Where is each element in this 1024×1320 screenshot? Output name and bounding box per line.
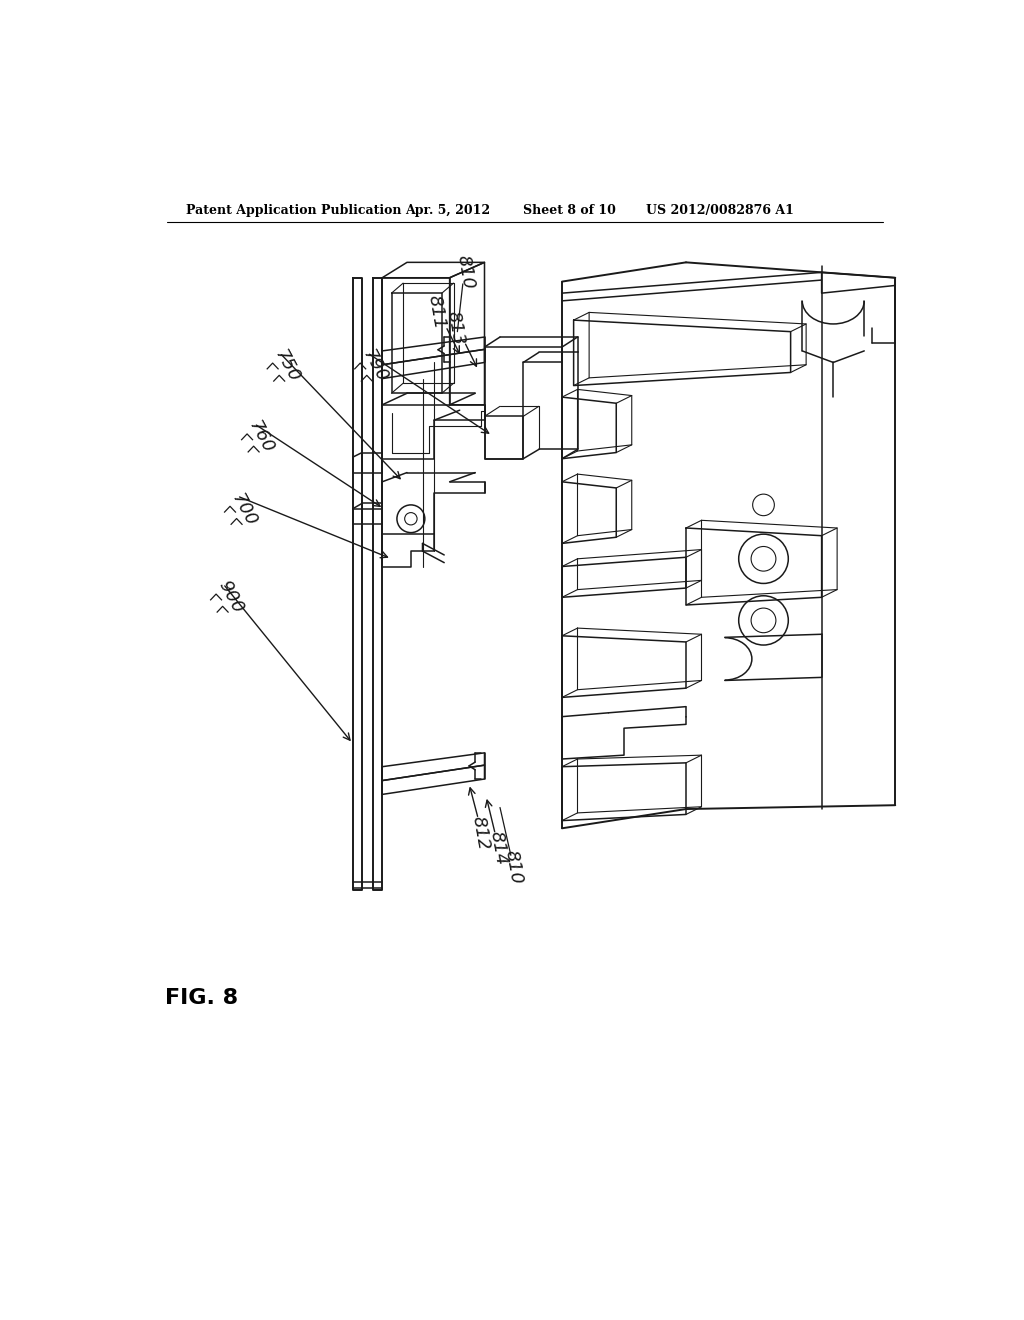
Text: 760: 760 [246,417,278,457]
Text: 900: 900 [214,578,247,616]
Text: 812: 812 [469,814,493,851]
Text: 811: 811 [425,294,449,331]
Text: Patent Application Publication: Patent Application Publication [186,205,401,218]
Text: US 2012/0082876 A1: US 2012/0082876 A1 [646,205,794,218]
Text: Sheet 8 of 10: Sheet 8 of 10 [523,205,616,218]
Text: 700: 700 [228,490,260,529]
Text: 790: 790 [358,347,390,385]
Text: 810: 810 [454,253,477,290]
Text: 814: 814 [486,830,510,867]
Text: FIG. 8: FIG. 8 [165,987,239,1007]
Text: 810: 810 [502,849,525,886]
Text: Apr. 5, 2012: Apr. 5, 2012 [406,205,490,218]
Text: 813: 813 [443,309,467,346]
Text: 750: 750 [270,347,303,385]
